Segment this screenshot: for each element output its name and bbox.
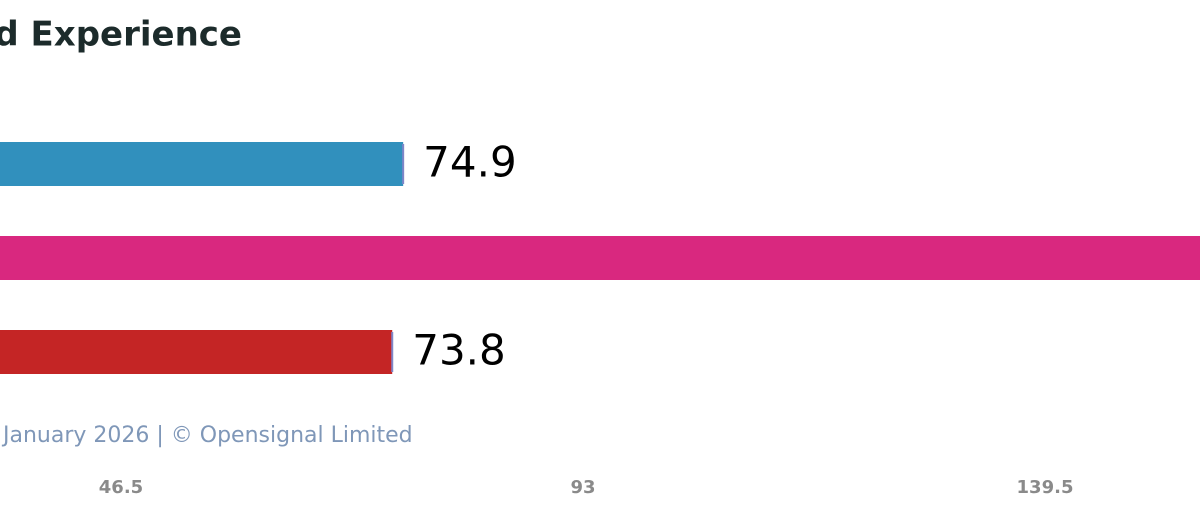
- footer: January 2026 | © Opensignal Limited: [1, 423, 413, 448]
- bar: [0, 236, 1200, 280]
- bar: [0, 142, 404, 186]
- bar: [0, 330, 393, 374]
- value-label: 73.8: [412, 326, 506, 375]
- chart-title: d Experience: [0, 15, 242, 55]
- x-tick-label: 139.5: [1017, 477, 1074, 498]
- value-label: 74.9: [423, 138, 517, 187]
- x-tick-label: 46.5: [99, 477, 143, 498]
- x-tick-label: 93: [570, 477, 595, 498]
